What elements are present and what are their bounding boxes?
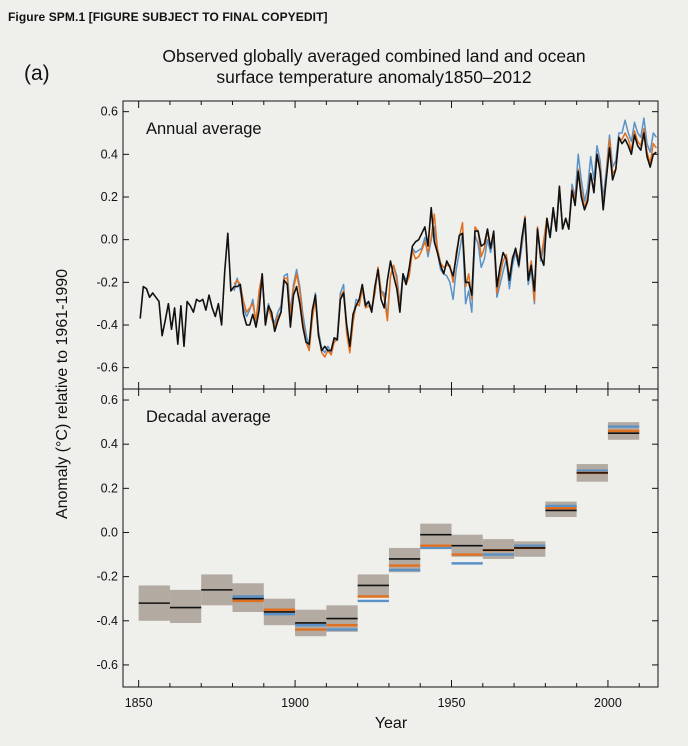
- x-tick-label: 1950: [438, 696, 466, 710]
- x-tick-label: 1850: [125, 696, 153, 710]
- annual-y-axis: 0.6 0.4 0.2 0.0 -0.2 -0.4 -0.6: [96, 105, 658, 375]
- panel-label: (a): [24, 62, 50, 85]
- decadal-uncertainty-box: [169, 589, 202, 623]
- chart-title: Observed globally averaged combined land…: [0, 46, 688, 88]
- decadal-ytick-label: -0.6: [96, 658, 118, 672]
- chart-title-line-1: Observed globally averaged combined land…: [162, 46, 586, 66]
- annual-line-ncdc: [233, 127, 658, 358]
- annual-panel-frame: [122, 100, 659, 390]
- decadal-ytick-label: 0.2: [101, 481, 118, 495]
- annual-line-hadcrut: [139, 132, 657, 352]
- decadal-ytick-label: -0.4: [96, 614, 118, 628]
- decadal-uncertainty-box: [388, 547, 421, 573]
- chart-title-line-2: surface temperature anomaly1850–2012: [216, 67, 532, 87]
- figure-label: Figure SPM.1 [FIGURE SUBJECT TO FINAL CO…: [8, 10, 328, 24]
- annual-ytick-label: 0.4: [101, 147, 118, 161]
- decadal-ytick-label: 0.6: [101, 393, 118, 407]
- annual-line-giss: [233, 117, 658, 354]
- annual-ytick-label: 0.2: [101, 190, 118, 204]
- x-axis-title: Year: [375, 715, 408, 732]
- annual-ytick-label: -0.4: [96, 318, 118, 332]
- decadal-y-axis: 0.6 0.4 0.2 0.0 -0.2 -0.4 -0.6: [96, 393, 658, 672]
- annual-series: [139, 117, 658, 358]
- annual-average-panel: 0.6 0.4 0.2 0.0 -0.2 -0.4 -0.6 Annual average: [96, 100, 659, 390]
- decadal-ytick-label: 0.4: [101, 437, 118, 451]
- annual-panel-title: Annual average: [146, 120, 262, 138]
- x-axis: 1850 1900 1950 2000: [125, 101, 640, 710]
- annual-ytick-label: -0.2: [96, 275, 118, 289]
- decadal-ytick-label: -0.2: [96, 570, 118, 584]
- annual-ytick-label: 0.6: [101, 105, 118, 119]
- decadal-boxes: [138, 422, 640, 637]
- decadal-uncertainty-box: [420, 523, 452, 548]
- y-axis-title: Anomaly (°C) relative to 1961-1990: [54, 269, 71, 519]
- x-tick-label: 2000: [594, 696, 622, 710]
- decadal-panel-frame: [122, 388, 659, 688]
- decadal-average-panel: 0.6 0.4 0.2 0.0 -0.2 -0.4 -0.6 1850 1900 1950 200…: [96, 101, 659, 710]
- annual-ytick-label: -0.6: [96, 361, 118, 375]
- decadal-panel-title: Decadal average: [146, 408, 271, 426]
- x-tick-label: 1900: [281, 696, 309, 710]
- decadal-ytick-label: 0.0: [101, 525, 118, 539]
- annual-ytick-label: 0.0: [101, 233, 118, 247]
